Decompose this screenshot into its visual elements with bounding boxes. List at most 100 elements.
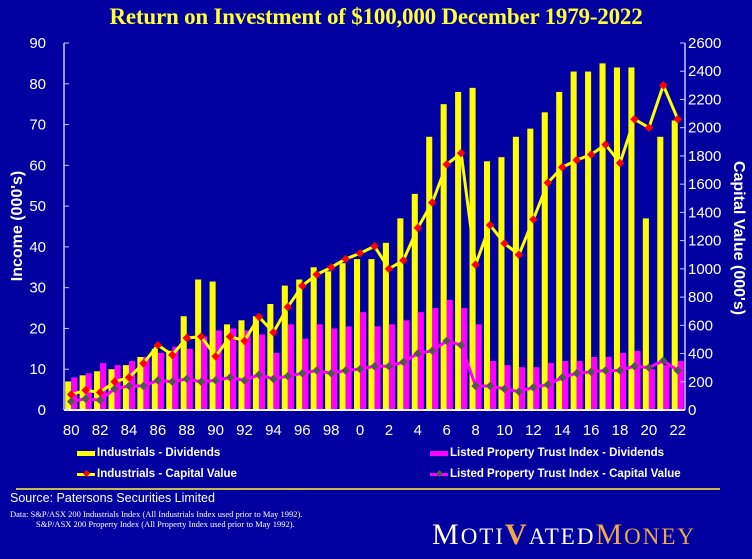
property-capital-marker: [240, 376, 249, 385]
property-capital-marker: [168, 377, 177, 387]
y2-tick-label: 2000: [688, 120, 721, 137]
y2-tick-label: 200: [688, 374, 713, 391]
x-tick-label: 90: [207, 422, 224, 439]
property-capital-marker: [615, 366, 625, 375]
y2-tick-label: 1800: [688, 148, 721, 165]
industrials-dividend-bar: [527, 128, 534, 410]
industrials-dividend-bar: [585, 71, 592, 411]
property-dividend-bar: [648, 369, 655, 410]
property-capital-marker: [500, 384, 509, 394]
property-capital-marker: [630, 361, 639, 371]
capital-value-lines: [66, 81, 683, 406]
property-capital-marker: [153, 376, 163, 385]
logo-text: ATED: [528, 524, 596, 549]
y2-tick-label: 2200: [688, 91, 721, 108]
industrials-capital-marker: [500, 239, 509, 248]
x-tick-label: 18: [612, 422, 629, 439]
industrials-capital-marker: [254, 312, 264, 322]
legend-label: Industrials - Capital Value: [97, 468, 237, 480]
x-tick-label: 96: [294, 422, 311, 439]
y-tick-label: 10: [29, 361, 46, 378]
y-tick-label: 30: [29, 280, 46, 297]
industrials-dividend-bar: [455, 91, 462, 410]
y-axis-title: Income (000's): [9, 171, 26, 282]
property-capital-marker: [456, 340, 466, 350]
x-tick-label: 4: [414, 422, 422, 439]
industrials-dividends-bars: [65, 63, 678, 411]
property-dividend-bar: [287, 324, 294, 410]
property-dividend-bar: [100, 363, 107, 410]
property-capital-marker: [572, 369, 581, 378]
industrials-capital-marker: [66, 390, 76, 399]
y2-tick-label: 1600: [688, 176, 721, 193]
industrials-capital-marker: [485, 220, 495, 230]
y2-tick-label: 1400: [688, 204, 721, 221]
y-tick-label: 60: [29, 157, 46, 174]
legend-item-property-capital: Listed Property Trust Index - Capital Va…: [430, 468, 681, 480]
x-tick-label: 20: [641, 422, 658, 439]
property-dividend-bar: [504, 365, 511, 410]
industrials-capital-marker: [225, 332, 235, 341]
industrials-capital-marker: [110, 377, 119, 387]
y-tick-label: 80: [29, 76, 46, 93]
industrials-dividend-bar: [512, 136, 519, 411]
industrials-capital-marker: [428, 198, 437, 207]
industrials-dividend-bar: [541, 112, 548, 411]
y2-tick-label: 1000: [688, 261, 721, 278]
property-dividend-bar: [620, 352, 627, 410]
property-dividend-bar: [403, 320, 410, 410]
property-capital-marker: [196, 377, 206, 387]
y-tick-label: 50: [29, 198, 46, 215]
industrials-capital-marker: [298, 281, 307, 291]
property-capital-marker: [254, 370, 264, 379]
industrials-capital-marker: [399, 256, 408, 265]
property-dividend-bar: [518, 367, 525, 410]
x-tick-label: 10: [496, 422, 513, 439]
property-dividend-bar: [576, 361, 583, 410]
industrials-dividend-bar: [353, 259, 361, 410]
industrials-capital-marker: [456, 148, 466, 158]
property-capital-marker: [225, 373, 235, 382]
industrials-capital-marker: [384, 264, 394, 274]
logo-text: M: [595, 518, 625, 551]
property-capital-marker: [269, 374, 278, 384]
yellow-line-marker-swatch-icon: [77, 469, 95, 477]
industrials-capital-marker: [283, 302, 293, 312]
industrials-dividend-bar: [556, 91, 563, 410]
property-capital-marker: [601, 366, 610, 375]
industrials-capital-marker: [153, 340, 163, 350]
industrials-dividend-bar: [426, 136, 433, 411]
property-capital-marker: [298, 369, 307, 378]
property-capital-marker: [81, 394, 90, 403]
property-dividend-bar: [215, 330, 222, 410]
industrials-dividend-bar: [599, 63, 606, 411]
property-capital-marker: [211, 376, 220, 385]
chart-title: Return on Investment of $100,000 Decembe…: [109, 4, 643, 29]
industrials-dividend-bar: [642, 218, 649, 410]
x-tick-label: 98: [323, 422, 340, 439]
property-capital-marker: [124, 381, 134, 391]
property-dividend-bar: [547, 363, 554, 410]
industrials-capital-marker: [240, 336, 249, 346]
property-capital-marker: [326, 369, 336, 378]
x-tick-label: 2: [385, 422, 393, 439]
property-dividend-bar: [244, 330, 251, 410]
y-tick-label: 40: [29, 239, 46, 256]
logo-text: M: [432, 518, 461, 551]
property-capital-marker: [384, 361, 394, 371]
property-dividend-bar: [316, 324, 323, 410]
industrials-dividend-bar: [657, 136, 664, 411]
property-capital-marker: [485, 381, 495, 391]
property-capital-marker: [514, 387, 524, 396]
industrials-dividend-bar: [224, 324, 231, 410]
property-dividend-bar: [663, 365, 670, 410]
x-tick-label: 80: [63, 422, 80, 439]
industrials-dividend-bar: [209, 281, 216, 410]
y-tick-label: 0: [38, 402, 46, 419]
property-capital-marker: [413, 349, 423, 358]
y2-tick-label: 1200: [688, 233, 721, 250]
industrials-dividend-bar: [628, 67, 635, 410]
property-capital-marker: [442, 336, 451, 346]
industrials-capital-marker: [413, 223, 423, 233]
yellow-bar-swatch-icon: [77, 450, 95, 456]
